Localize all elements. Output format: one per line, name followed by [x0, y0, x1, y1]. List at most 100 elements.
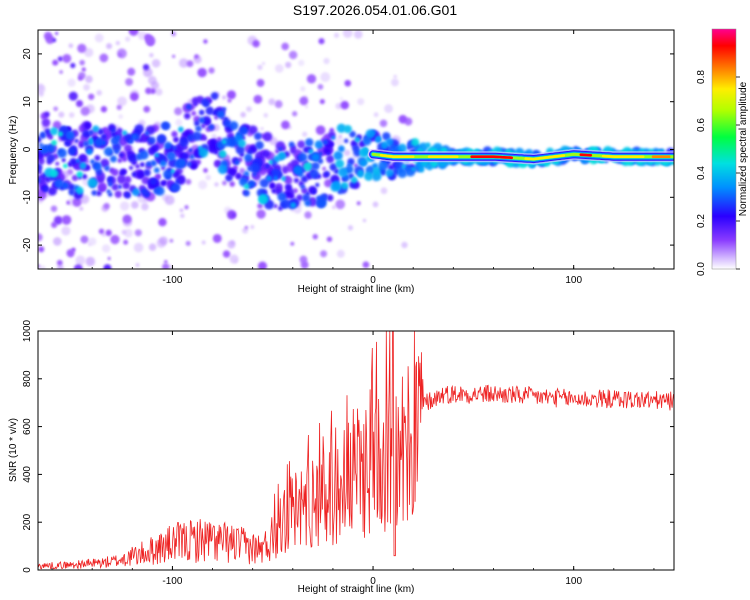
spectrogram-cell [252, 172, 257, 177]
spectrogram-cell [335, 199, 346, 210]
spectrogram-cell [215, 161, 221, 166]
spectrogram-cell [164, 195, 175, 206]
spectrogram-cell [254, 132, 262, 141]
spectrogram-cell [137, 31, 147, 41]
spectrogram-cell [67, 168, 74, 175]
spectrogram-cell [336, 123, 346, 133]
spectrogram-cell [253, 94, 263, 104]
spectrogram-cell [76, 158, 81, 164]
spectrogram-cell [140, 188, 147, 195]
colorbar-gradient [712, 29, 736, 269]
spectrogram-cell [203, 101, 210, 108]
spectrogram-cell [298, 59, 305, 67]
spectrogram-cell [62, 53, 72, 63]
spectrogram-cell [240, 111, 246, 118]
spectrogram-cell [80, 155, 86, 160]
spectrogram-cell [318, 38, 325, 45]
spectrogram-cell [317, 158, 324, 164]
spectrogram-cell [314, 140, 324, 149]
spectrogram-cell [80, 235, 89, 244]
colorbar-ticks: 0.0 0.2 0.4 0.6 0.8 [696, 70, 740, 276]
spectrogram-cell [347, 225, 354, 231]
spectrogram-cell [274, 64, 284, 73]
spectrogram-cell [326, 194, 334, 202]
spectrogram-cell [68, 43, 74, 49]
spectrogram-cell [94, 137, 104, 147]
spectrogram-cell [125, 77, 134, 86]
colorbar: 0.0 0.2 0.4 0.6 0.8 Normalized spectral ampl… [696, 28, 749, 276]
spectrogram-cell [128, 139, 134, 144]
spectrogram-cell [185, 178, 192, 185]
spectrogram-cell [85, 75, 93, 84]
spectrogram-cell [426, 164, 433, 171]
spectrogram-cell [257, 261, 268, 269]
spectrogram-cell [278, 147, 283, 152]
spectrogram-cell [116, 104, 122, 110]
spectrogram-cell [142, 63, 150, 71]
spectrogram-cell [171, 182, 181, 192]
spectrogram-cell [100, 106, 108, 113]
snr-x-tick-label: 100 [565, 576, 582, 587]
spectrogram-cell [119, 201, 130, 211]
spectrogram-hot-segment [579, 153, 593, 157]
spectrogram-cell [92, 125, 100, 133]
spectrogram-cell [222, 250, 231, 258]
spectrogram-cell [256, 79, 265, 87]
spectrogram-cell [303, 161, 313, 172]
spectrogram-cell [261, 61, 266, 66]
spectrogram-cell [320, 72, 331, 83]
colorbar-frame [711, 28, 737, 270]
spectrogram-cell [71, 247, 76, 252]
spectrogram-cell [379, 119, 388, 128]
spectrogram-cell [257, 194, 268, 205]
spectrogram-cell [411, 138, 420, 147]
spectrogram-cell [320, 250, 328, 258]
spectrogram-cell [170, 169, 175, 174]
spectrogram-cell [106, 189, 111, 194]
spectrogram-cell [322, 139, 329, 145]
spectrogram-cell [255, 140, 264, 150]
spectrogram-cell [71, 174, 79, 182]
spectrogram-cell [78, 142, 84, 148]
spectrogram-x-tick-label: -100 [162, 275, 182, 286]
spectrogram-cell [324, 179, 333, 188]
spectrogram-cell [122, 181, 131, 190]
spectrogram-cell [90, 159, 96, 165]
spectrogram-cell [326, 236, 333, 242]
spectrogram-cell [263, 113, 269, 118]
spectrogram-cell [256, 209, 266, 219]
spectrogram-cell [131, 188, 140, 197]
spectrogram-cell [110, 234, 120, 245]
spectrogram-cell [79, 162, 87, 170]
spectrogram-cell [222, 95, 227, 100]
spectrogram-cell [359, 147, 369, 158]
spectrogram-cell [131, 171, 138, 178]
spectrogram-cell [40, 131, 46, 137]
spectrogram-cell [43, 31, 53, 41]
spectrogram-cell [298, 152, 308, 162]
spectrogram-cell [38, 264, 41, 268]
spectrogram-cell [209, 138, 217, 146]
spectrogram-cell [257, 203, 263, 209]
spectrogram-cell [322, 166, 327, 171]
spectrogram-cell [166, 151, 176, 161]
spectrogram-cell [340, 100, 350, 110]
spectrogram-cell [365, 129, 375, 139]
spectrogram-cell [401, 241, 408, 249]
snr-x-tick-label: 0 [370, 576, 376, 587]
spectrogram-cell [337, 145, 345, 153]
spectrogram-cell [169, 238, 174, 243]
spectrogram-cell [308, 148, 314, 154]
spectrogram-cell [248, 180, 255, 188]
spectrogram-cell [46, 153, 56, 163]
spectrogram-cell [350, 176, 358, 184]
spectrogram-cell [154, 152, 160, 158]
spectrogram-cell [52, 59, 59, 66]
spectrogram-cell [336, 249, 345, 258]
spectrogram-cell [160, 180, 167, 187]
colorbar-tick-label: 0.2 [696, 214, 707, 228]
snr-y-tick-label: 1000 [22, 319, 33, 342]
